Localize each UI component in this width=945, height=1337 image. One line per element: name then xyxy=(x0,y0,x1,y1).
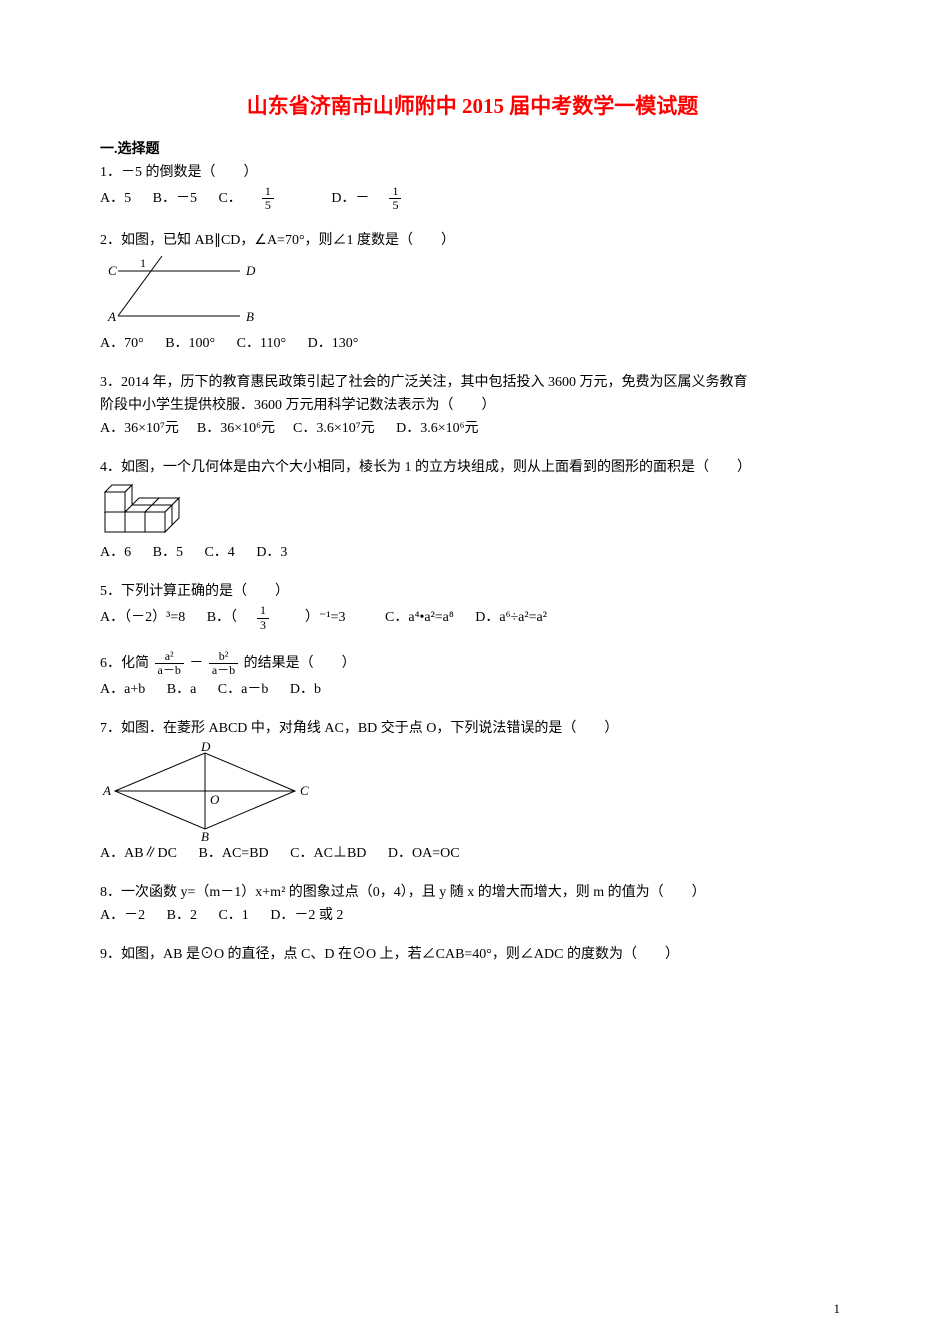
q2-opt-c: C．110° xyxy=(237,336,286,351)
q4-opt-a: A．6 xyxy=(100,545,131,560)
question-2: 2．如图，已知 AB∥CD，∠A=70°，则∠1 度数是（ ） C D A B … xyxy=(100,230,845,354)
svg-text:B: B xyxy=(201,829,209,841)
q1-frac-c: 15 xyxy=(262,185,292,212)
svg-text:D: D xyxy=(245,263,256,278)
q8-opt-b: B．2 xyxy=(167,908,197,923)
q4-text: 4．如图，一个几何体是由六个大小相同，棱长为 1 的立方块组成，则从上面看到的图… xyxy=(100,457,845,478)
q6-options: A．a+b B．a C．a－b D．b xyxy=(100,679,845,700)
q2-figure: C D A B 1 xyxy=(100,253,270,331)
svg-text:C: C xyxy=(300,783,309,798)
q5-opt-a: A．（－2）³=8 xyxy=(100,610,185,625)
q8-options: A．－2 B．2 C．1 D．－2 或 2 xyxy=(100,905,845,926)
question-5: 5．下列计算正确的是（ ） A．（－2）³=8 B．（13）⁻¹=3 C．a⁴•… xyxy=(100,581,845,631)
question-3: 3．2014 年，历下的教育惠民政策引起了社会的广泛关注，其中包括投入 3600… xyxy=(100,372,845,439)
q9-text: 9．如图，AB 是⊙O 的直径，点 C、D 在⊙O 上，若∠CAB=40°，则∠… xyxy=(100,944,845,965)
q3-line1: 3．2014 年，历下的教育惠民政策引起了社会的广泛关注，其中包括投入 3600… xyxy=(100,372,845,393)
question-6: 6．化简 a²a－b － b²a－b 的结果是（ ） A．a+b B．a C．a… xyxy=(100,650,845,700)
section-header: 一.选择题 xyxy=(100,138,845,158)
q2-opt-b: B．100° xyxy=(165,336,215,351)
q7-text: 7．如图．在菱形 ABCD 中，对角线 AC，BD 交于点 O，下列说法错误的是… xyxy=(100,718,845,739)
svg-text:C: C xyxy=(108,263,117,278)
q3-opt-b: B．36×10⁶元 xyxy=(197,421,275,436)
svg-text:1: 1 xyxy=(140,256,146,270)
question-7: 7．如图．在菱形 ABCD 中，对角线 AC，BD 交于点 O，下列说法错误的是… xyxy=(100,718,845,864)
q3-opt-d: D．3.6×10⁶元 xyxy=(396,421,478,436)
q3-opt-a: A．36×10⁷元 xyxy=(100,421,179,436)
svg-text:O: O xyxy=(210,792,220,807)
q1-text: 1．－5 的倒数是（ ） xyxy=(100,162,845,183)
question-1: 1．－5 的倒数是（ ） A．5 B．－5 C．15 D．－15 xyxy=(100,162,845,212)
page-number: 1 xyxy=(834,1301,841,1317)
question-4: 4．如图，一个几何体是由六个大小相同，棱长为 1 的立方块组成，则从上面看到的图… xyxy=(100,457,845,563)
q7-opt-c: C．AC⊥BD xyxy=(290,846,366,861)
q8-opt-d: D．－2 或 2 xyxy=(270,908,343,923)
q1-frac-d: 15 xyxy=(389,185,419,212)
q5-opt-c: C．a⁴•a²=a⁸ xyxy=(385,610,454,625)
q2-opt-a: A．70° xyxy=(100,336,144,351)
q5-options: A．（－2）³=8 B．（13）⁻¹=3 C．a⁴•a²=a⁸ D．a⁶÷a²=… xyxy=(100,604,845,631)
q7-opt-b: B．AC=BD xyxy=(199,846,269,861)
question-9: 9．如图，AB 是⊙O 的直径，点 C、D 在⊙O 上，若∠CAB=40°，则∠… xyxy=(100,944,845,965)
q6-opt-a: A．a+b xyxy=(100,682,145,697)
q6-opt-d: D．b xyxy=(290,682,321,697)
svg-text:A: A xyxy=(107,309,116,324)
q2-opt-d: D．130° xyxy=(308,336,359,351)
q8-opt-c: C．1 xyxy=(218,908,248,923)
q5-opt-d: D．a⁶÷a²=a² xyxy=(475,610,547,625)
q5-opt-b: B．（13）⁻¹=3 xyxy=(207,610,367,625)
svg-text:A: A xyxy=(102,783,111,798)
q7-opt-d: D．OA=OC xyxy=(388,846,460,861)
page: 山东省济南市山师附中 2015 届中考数学一模试题 一.选择题 1．－5 的倒数… xyxy=(0,0,945,1337)
svg-text:D: D xyxy=(200,741,211,754)
q4-opt-d: D．3 xyxy=(256,545,287,560)
q4-opt-c: C．4 xyxy=(204,545,234,560)
q3-options: A．36×10⁷元 B．36×10⁶元 C．3.6×10⁷元 D．3.6×10⁶元 xyxy=(100,418,845,439)
q6-opt-c: C．a－b xyxy=(218,682,269,697)
q1-opt-c: C．15 xyxy=(218,191,313,206)
q7-figure: A C D B O xyxy=(100,741,320,841)
q4-options: A．6 B．5 C．4 D．3 xyxy=(100,542,845,563)
q1-opt-a: A．5 xyxy=(100,191,131,206)
q2-options: A．70° B．100° C．110° D．130° xyxy=(100,333,845,354)
q3-opt-c: C．3.6×10⁷元 xyxy=(293,421,375,436)
q7-opt-a: A．AB∥DC xyxy=(100,846,177,861)
q8-opt-a: A．－2 xyxy=(100,908,145,923)
q3-line2: 阶段中小学生提供校服．3600 万元用科学记数法表示为（ ） xyxy=(100,395,845,416)
svg-text:B: B xyxy=(246,309,254,324)
q5-frac-b: 13 xyxy=(257,604,287,631)
page-title: 山东省济南市山师附中 2015 届中考数学一模试题 xyxy=(100,90,845,120)
q4-opt-b: B．5 xyxy=(153,545,183,560)
q5-text: 5．下列计算正确的是（ ） xyxy=(100,581,845,602)
q1-opt-d: D．－15 xyxy=(331,191,437,206)
question-8: 8．一次函数 y=（m－1）x+m² 的图象过点（0，4），且 y 随 x 的增… xyxy=(100,882,845,926)
q6-frac2: b²a－b xyxy=(209,650,238,677)
q6-frac1: a²a－b xyxy=(155,650,184,677)
q1-options: A．5 B．－5 C．15 D．－15 xyxy=(100,185,845,212)
q2-text: 2．如图，已知 AB∥CD，∠A=70°，则∠1 度数是（ ） xyxy=(100,230,845,251)
q6-opt-b: B．a xyxy=(167,682,197,697)
q7-options: A．AB∥DC B．AC=BD C．AC⊥BD D．OA=OC xyxy=(100,843,845,864)
q4-figure xyxy=(100,480,200,540)
q1-opt-b: B．－5 xyxy=(153,191,197,206)
q8-text: 8．一次函数 y=（m－1）x+m² 的图象过点（0，4），且 y 随 x 的增… xyxy=(100,882,845,903)
q6-text: 6．化简 a²a－b － b²a－b 的结果是（ ） xyxy=(100,650,845,677)
